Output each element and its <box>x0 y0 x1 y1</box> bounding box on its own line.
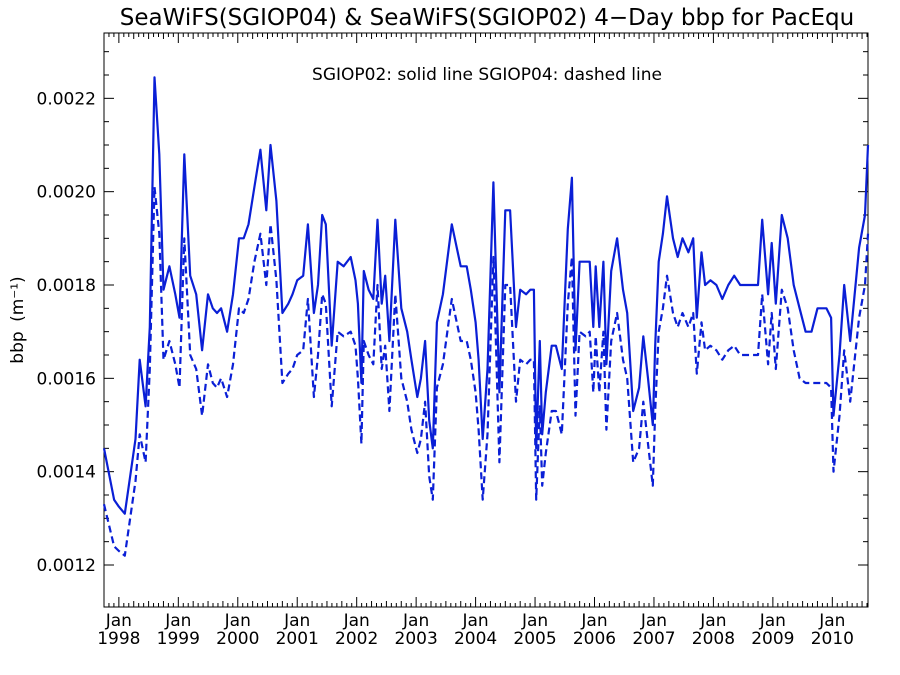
x-tick-label-month: Jan <box>759 611 786 631</box>
series-line-sgiop04 <box>102 185 870 557</box>
x-tick-label-month: Jan <box>699 611 726 631</box>
x-tick-label-year: 2006 <box>573 629 616 649</box>
x-tick-label-year: 2010 <box>811 629 854 649</box>
x-tick-label-year: 2007 <box>632 629 675 649</box>
x-tick-label-year: 2002 <box>335 629 378 649</box>
y-tick-label: 0.0022 <box>37 89 96 109</box>
y-tick-label: 0.0016 <box>37 369 96 389</box>
x-tick-label-month: Jan <box>224 611 251 631</box>
chart-title: SeaWiFS(SGIOP04) & SeaWiFS(SGIOP02) 4−Da… <box>120 5 854 31</box>
x-tick-label-month: Jan <box>105 611 132 631</box>
plot-border <box>103 32 869 608</box>
x-tick-label-year: 2000 <box>216 629 259 649</box>
x-tick-label-month: Jan <box>521 611 548 631</box>
plot-frame <box>103 32 869 608</box>
x-tick-label-year: 1999 <box>157 629 200 649</box>
x-tick-label-month: Jan <box>343 611 370 631</box>
x-tick-label-year: 2001 <box>276 629 319 649</box>
y-axis-label: bbp (m⁻¹) <box>8 276 28 363</box>
x-tick-label-year: 2004 <box>454 629 497 649</box>
x-tick-label-month: Jan <box>580 611 607 631</box>
y-tick-label: 0.0020 <box>37 183 96 203</box>
x-tick-label-year: 2009 <box>751 629 794 649</box>
y-tick-label: 0.0012 <box>37 556 96 576</box>
series-line-sgiop02 <box>102 76 870 515</box>
x-axis: Jan1998Jan1999Jan2000Jan2001Jan2002Jan20… <box>97 33 868 649</box>
y-axis: 0.0012 0.0014 0.0016 0.0018 0.0020 0.0022 <box>37 51 868 576</box>
y-tick-label: 0.0018 <box>37 276 96 296</box>
x-tick-label-month: Jan <box>164 611 191 631</box>
x-tick-label-month: Jan <box>402 611 429 631</box>
x-tick-label-year: 2008 <box>692 629 735 649</box>
y-axis-label-unit: (m⁻¹) <box>8 276 28 322</box>
y-axis-label-name: bbp <box>8 331 28 363</box>
x-tick-label-month: Jan <box>818 611 845 631</box>
x-tick-label-month: Jan <box>283 611 310 631</box>
legend-annotation: SGIOP02: solid line SGIOP04: dashed line <box>312 65 662 85</box>
x-tick-label-month: Jan <box>640 611 667 631</box>
x-tick-label-year: 2003 <box>395 629 438 649</box>
x-tick-label-month: Jan <box>461 611 488 631</box>
x-tick-label-year: 1998 <box>97 629 140 649</box>
y-tick-label: 0.0014 <box>37 463 96 483</box>
series-layer <box>102 76 870 557</box>
x-tick-label-year: 2005 <box>513 629 556 649</box>
